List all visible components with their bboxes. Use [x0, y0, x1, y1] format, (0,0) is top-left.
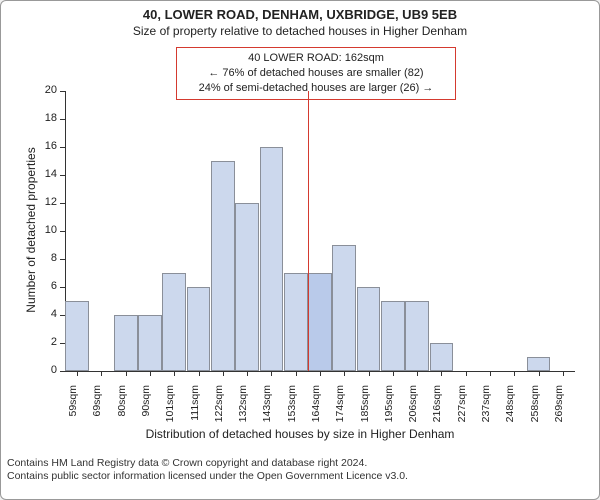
y-tick — [60, 287, 65, 288]
info-line-2: ← 76% of detached houses are smaller (82… — [185, 66, 447, 81]
y-tick-label: 14 — [33, 168, 57, 180]
x-tick — [514, 371, 515, 376]
chart-title: 40, LOWER ROAD, DENHAM, UXBRIDGE, UB9 5E… — [1, 1, 599, 22]
y-tick — [60, 259, 65, 260]
y-tick — [60, 203, 65, 204]
histogram-bar — [332, 245, 356, 371]
y-tick-label: 16 — [33, 140, 57, 152]
y-tick-label: 8 — [33, 252, 57, 264]
x-axis-label: Distribution of detached houses by size … — [1, 427, 599, 441]
histogram-bar — [211, 161, 235, 371]
y-tick-label: 4 — [33, 308, 57, 320]
x-tick — [393, 371, 394, 376]
histogram-bar — [65, 301, 89, 371]
x-tick — [77, 371, 78, 376]
footer-line-1: Contains HM Land Registry data © Crown c… — [7, 457, 593, 470]
x-tick — [199, 371, 200, 376]
x-tick — [101, 371, 102, 376]
y-tick — [60, 231, 65, 232]
y-tick — [60, 147, 65, 148]
x-tick — [417, 371, 418, 376]
x-tick — [174, 371, 175, 376]
x-tick — [344, 371, 345, 376]
info-line-1: 40 LOWER ROAD: 162sqm — [185, 51, 447, 66]
chart-subtitle: Size of property relative to detached ho… — [1, 24, 599, 38]
y-tick — [60, 175, 65, 176]
x-tick — [247, 371, 248, 376]
histogram-bar — [138, 315, 162, 371]
x-tick — [441, 371, 442, 376]
x-tick — [126, 371, 127, 376]
x-tick — [563, 371, 564, 376]
y-tick-label: 6 — [33, 280, 57, 292]
y-tick-label: 12 — [33, 196, 57, 208]
x-tick — [466, 371, 467, 376]
x-tick — [539, 371, 540, 376]
y-tick-label: 18 — [33, 112, 57, 124]
y-tick-label: 10 — [33, 224, 57, 236]
histogram-bar — [187, 287, 211, 371]
histogram-bar — [260, 147, 284, 371]
x-tick — [296, 371, 297, 376]
attribution-footer: Contains HM Land Registry data © Crown c… — [7, 457, 593, 495]
histogram-bar — [381, 301, 405, 371]
chart-card: 40, LOWER ROAD, DENHAM, UXBRIDGE, UB9 5E… — [0, 0, 600, 500]
histogram-bar — [405, 301, 429, 371]
x-tick — [490, 371, 491, 376]
x-tick — [369, 371, 370, 376]
y-tick-label: 0 — [33, 364, 57, 376]
x-tick — [271, 371, 272, 376]
y-tick — [60, 371, 65, 372]
y-tick-label: 2 — [33, 336, 57, 348]
histogram-bar — [284, 273, 308, 371]
histogram-bar — [114, 315, 138, 371]
plot-area: 0246810121416182059sqm69sqm80sqm90sqm101… — [65, 91, 575, 371]
histogram-bar — [162, 273, 186, 371]
x-tick — [150, 371, 151, 376]
reference-line — [308, 91, 309, 371]
x-tick — [320, 371, 321, 376]
histogram-bar — [527, 357, 551, 371]
histogram-bar — [357, 287, 381, 371]
histogram-bar — [235, 203, 259, 371]
histogram-bar — [308, 273, 332, 371]
x-tick — [223, 371, 224, 376]
y-tick — [60, 91, 65, 92]
footer-line-2: Contains public sector information licen… — [7, 470, 593, 483]
histogram-bar — [430, 343, 454, 371]
y-tick-label: 20 — [33, 84, 57, 96]
y-tick — [60, 119, 65, 120]
